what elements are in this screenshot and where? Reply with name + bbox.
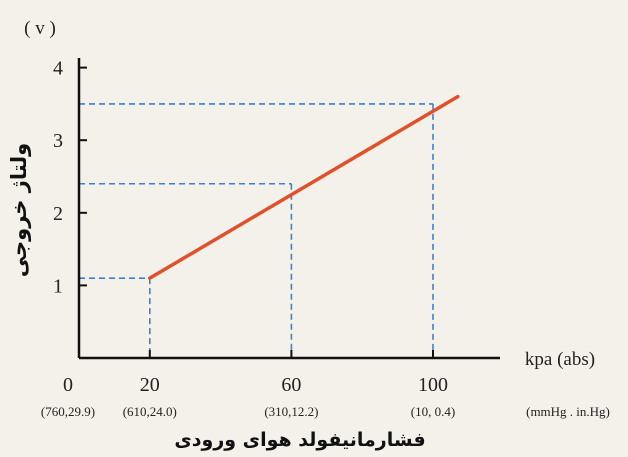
x-ticks: 20 (610,24.0) 60 (310,12.2) 100 (10, 0.4) bbox=[123, 350, 455, 419]
y-tick-label-3: 3 bbox=[53, 130, 63, 152]
origin-sub-label: (760,29.9) bbox=[41, 404, 95, 419]
x-unit-label: kpa (abs) bbox=[525, 349, 595, 370]
secondary-unit-label: (mmHg . in.Hg) bbox=[526, 404, 610, 419]
y-ticks: 1 2 3 4 bbox=[53, 58, 87, 297]
x-tick-label-20: 20 bbox=[140, 374, 160, 396]
x-tick-label-60: 60 bbox=[281, 374, 301, 396]
series-group bbox=[148, 94, 460, 280]
y-tick-label-1: 1 bbox=[53, 275, 63, 297]
y-tick-label-4: 4 bbox=[53, 58, 63, 80]
y-tick-label-2: 2 bbox=[53, 203, 63, 225]
reference-guides bbox=[79, 103, 434, 358]
x-axis-title: فشارمانیفولد هوای ورودی bbox=[174, 429, 425, 451]
series-line-0 bbox=[148, 94, 460, 280]
x-tick-sub-label-60: (310,12.2) bbox=[264, 404, 318, 419]
x-tick-label-100: 100 bbox=[418, 374, 448, 396]
y-unit-label: ( v ) bbox=[24, 18, 56, 39]
y-axis-title: ولتاژ خروجی bbox=[7, 143, 31, 277]
x-tick-sub-label-20: (610,24.0) bbox=[123, 404, 177, 419]
x-tick-sub-label-100: (10, 0.4) bbox=[411, 404, 455, 419]
origin-label: 0 bbox=[63, 374, 73, 396]
